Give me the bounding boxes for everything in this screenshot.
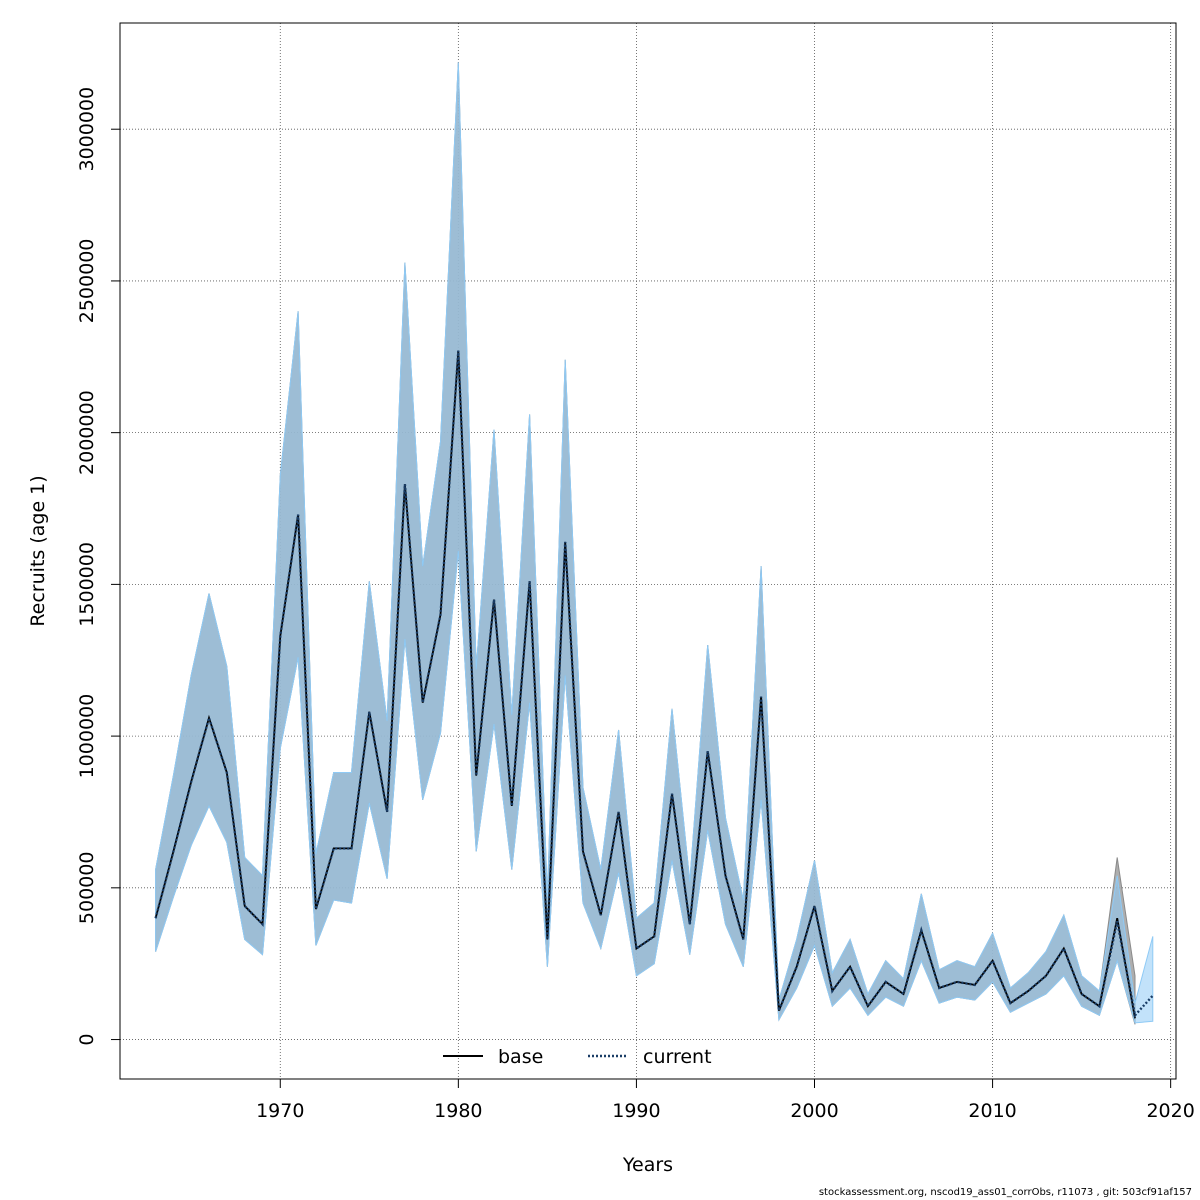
y-axis: 0 500000 1000000 1500000 2000000 2500000 30000…	[76, 87, 120, 1046]
confidence-bands	[155, 62, 1154, 1025]
y-tick-label: 0	[76, 1034, 98, 1046]
x-tick-label: 2000	[790, 1100, 838, 1122]
footer-credit: stockassessment.org, nscod19_ass01_corrO…	[818, 1187, 1192, 1198]
x-axis-title: Years	[622, 1154, 673, 1176]
x-axis: 1970 1980 1990 2000 2010 2020	[256, 1078, 1195, 1122]
y-tick-label: 2000000	[76, 390, 98, 475]
series-lines	[154, 350, 1154, 1019]
y-tick-label: 1500000	[76, 542, 98, 627]
x-tick-label: 2020	[1146, 1100, 1194, 1122]
current-confidence-band	[155, 62, 1154, 1024]
y-tick-label: 500000	[76, 852, 98, 925]
x-tick-label: 1980	[434, 1100, 482, 1122]
grid-lines	[120, 23, 1176, 1079]
y-tick-label: 3000000	[76, 87, 98, 172]
y-axis-title: Recruits (age 1)	[27, 475, 49, 626]
legend: base current	[443, 1046, 712, 1068]
current-line	[154, 350, 1154, 1018]
x-tick-label: 2010	[968, 1100, 1016, 1122]
legend-base-label: base	[498, 1046, 543, 1068]
x-tick-label: 1990	[612, 1100, 660, 1122]
x-tick-label: 1970	[256, 1100, 304, 1122]
legend-current-label: current	[643, 1046, 712, 1068]
y-tick-label: 1000000	[76, 694, 98, 779]
y-tick-label: 2500000	[76, 239, 98, 324]
